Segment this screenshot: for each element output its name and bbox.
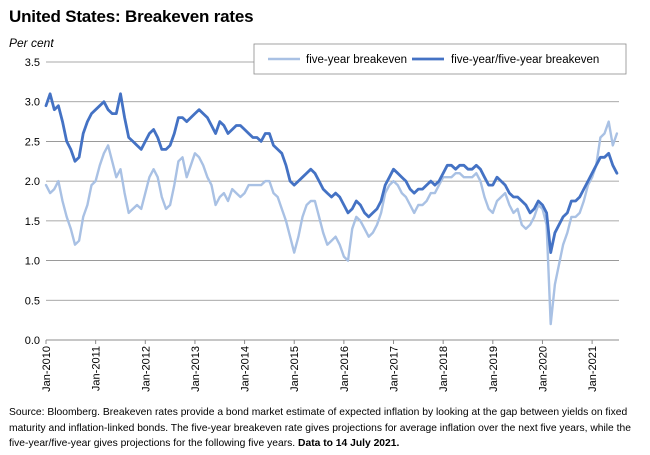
y-tick-label: 3.5 (25, 57, 40, 69)
source-text: Source: Bloomberg. Breakeven rates provi… (9, 407, 631, 449)
source-note: Source: Bloomberg. Breakeven rates provi… (9, 405, 645, 452)
x-tick-label: Jan-2011 (91, 346, 103, 391)
y-tick-label: 2.5 (25, 136, 40, 148)
breakeven-chart: 0.0 0.5 1.0 1.5 2.0 2.5 3.0 3.5 Jan-2010 Jan-2011… (25, 43, 627, 392)
x-tick-label: Jan-2016 (339, 346, 351, 392)
y-tick-label: 1.5 (25, 216, 40, 228)
y-tick-label: 3.0 (25, 97, 40, 109)
chart-title: United States: Breakeven rates (9, 7, 254, 26)
y-tick-label: 1.0 (25, 256, 40, 268)
series-line-five-year-five-year (44, 92, 619, 254)
x-tick-label: Jan-2013 (190, 346, 202, 392)
x-tick-label: Jan-2020 (537, 346, 549, 392)
y-tick-label: 2.0 (25, 176, 40, 188)
x-tick-label: Jan-2012 (140, 346, 152, 392)
x-tick-label: Jan-2021 (587, 346, 599, 392)
x-tick-label: Jan-2017 (389, 346, 401, 392)
source-date: Data to 14 July 2021. (298, 438, 400, 449)
y-tick-label: 0.0 (25, 335, 40, 347)
y-tick-label: 0.5 (25, 295, 40, 307)
x-tick-label: Jan-2018 (438, 346, 450, 392)
legend-label: five-year/five-year breakeven (451, 54, 599, 66)
y-axis-label: Per cent (9, 36, 54, 50)
x-tick-label: Jan-2019 (488, 346, 500, 392)
x-tick-label: Jan-2010 (41, 346, 53, 392)
series-line-five-year (44, 120, 619, 326)
legend-label: five-year breakeven (306, 54, 407, 66)
x-tick-label: Jan-2015 (289, 346, 301, 392)
x-tick-label: Jan-2014 (240, 346, 252, 392)
